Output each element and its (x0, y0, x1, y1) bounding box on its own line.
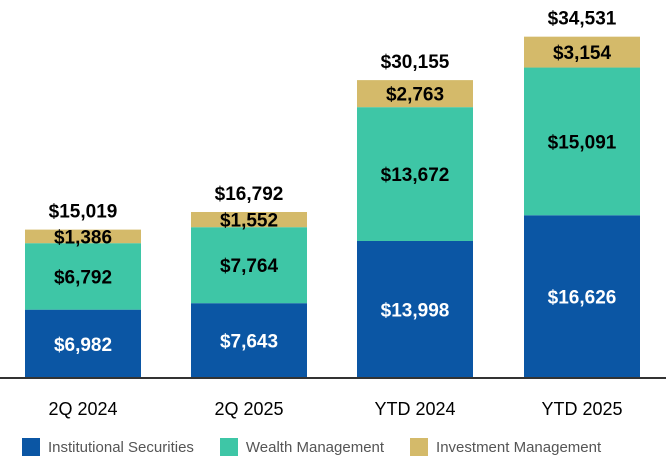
data-label-investment-management-ytd-2024: $2,763 (386, 85, 444, 106)
legend-label-wealth-management: Wealth Management (245, 438, 385, 456)
data-label-institutional-securities-2q-2024: $6,982 (54, 335, 112, 356)
data-label-wealth-management-ytd-2024: $13,672 (381, 165, 450, 186)
bar-wealth-management-2q-2024 (25, 243, 141, 310)
x-tick-label-ytd-2025: YTD 2025 (541, 399, 622, 419)
bars-layer: $6,982 $6,792 $1,386 $15,019 $7,643 $7,764 $1,… (25, 9, 640, 378)
legend-item-investment-management: Investment Management (410, 438, 601, 456)
bar-investment-management-2q-2024 (25, 229, 141, 244)
bar-institutional-securities-ytd-2025 (524, 215, 640, 378)
bar-wealth-management-2q-2025 (191, 227, 307, 304)
bar-investment-management-2q-2025 (191, 212, 307, 228)
data-label-institutional-securities-ytd-2024: $13,998 (381, 300, 450, 321)
total-label-2q-2025: $16,792 (215, 184, 284, 205)
data-label-institutional-securities-2q-2025: $7,643 (220, 332, 278, 353)
x-tick-label-2q-2024: 2Q 2024 (48, 399, 117, 419)
legend: Institutional Securities Wealth Manageme… (22, 438, 627, 456)
data-label-institutional-securities-ytd-2025: $16,626 (548, 288, 617, 309)
legend-swatch-investment-management (410, 438, 429, 456)
legend-label-institutional-securities: Institutional Securities (48, 438, 194, 456)
total-label-ytd-2025: $34,531 (548, 9, 617, 30)
bar-wealth-management-ytd-2025 (524, 67, 640, 216)
bar-wealth-management-ytd-2024 (357, 107, 473, 241)
total-label-ytd-2024: $30,155 (381, 52, 450, 73)
data-label-wealth-management-2q-2024: $6,792 (54, 267, 112, 288)
legend-item-institutional-securities: Institutional Securities (22, 438, 194, 456)
x-tick-label-ytd-2024: YTD 2024 (374, 399, 455, 419)
legend-swatch-institutional-securities (22, 438, 40, 456)
bar-institutional-securities-2q-2025 (191, 303, 307, 378)
x-tick-label-2q-2025: 2Q 2025 (214, 399, 283, 419)
data-label-wealth-management-2q-2025: $7,764 (220, 256, 279, 277)
bar-investment-management-ytd-2025 (524, 36, 640, 68)
bar-institutional-securities-ytd-2024 (357, 240, 473, 378)
legend-label-investment-management: Investment Management (436, 438, 602, 456)
data-label-wealth-management-ytd-2025: $15,091 (548, 132, 617, 153)
bar-institutional-securities-2q-2024 (25, 309, 141, 378)
legend-swatch-wealth-management (219, 438, 238, 456)
x-axis-ticks: 2Q 2024 2Q 2025 YTD 2024 YTD 2025 (48, 399, 622, 419)
total-label-2q-2024: $15,019 (49, 202, 118, 223)
data-label-investment-management-ytd-2025: $3,154 (553, 43, 612, 64)
data-label-investment-management-2q-2025: $1,552 (220, 211, 278, 232)
bar-investment-management-ytd-2024 (357, 80, 473, 108)
legend-item-wealth-management: Wealth Management (219, 438, 385, 456)
data-label-investment-management-2q-2024: $1,386 (54, 227, 112, 248)
